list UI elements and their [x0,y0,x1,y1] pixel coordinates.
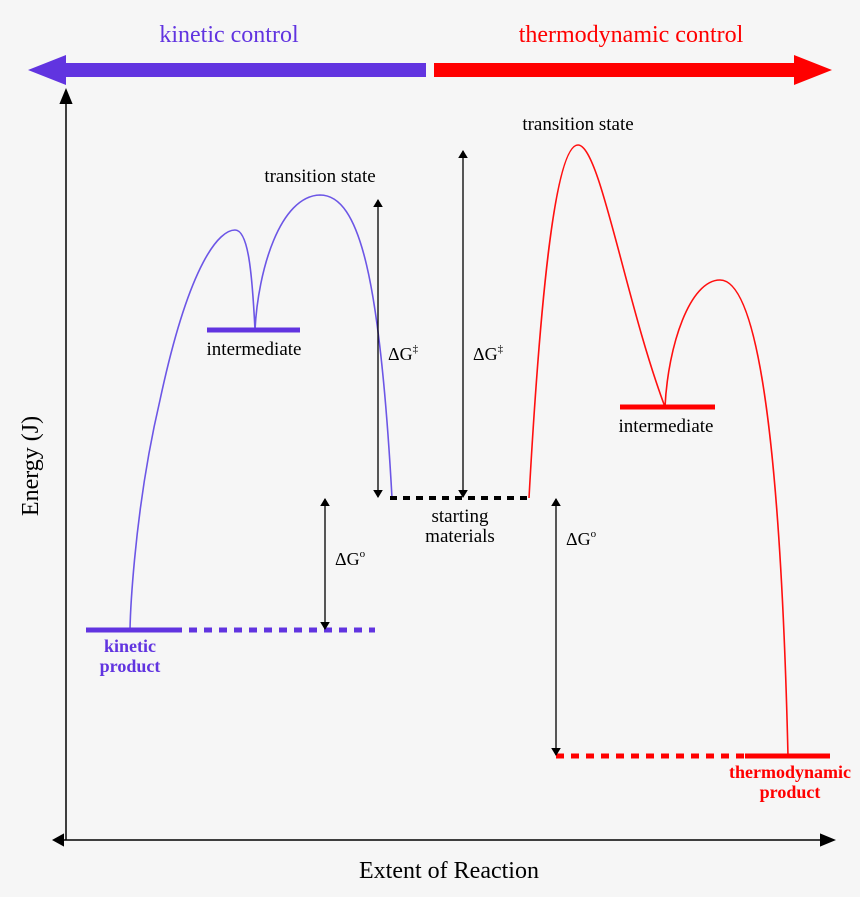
starting-materials-label: startingmaterials [425,506,495,547]
kinetic-control-label: kinetic control [159,22,299,48]
thermo-intermediate-label: intermediate [619,416,714,437]
diagram-svg: kinetic control thermodynamic control Ener… [0,0,860,897]
kinetic-intermediate-label: intermediate [207,339,302,360]
x-axis-label: Extent of Reaction [359,858,539,884]
y-axis-label: Energy (J) [18,416,44,516]
thermo-control-label: thermodynamic control [519,22,744,48]
energy-diagram: kinetic control thermodynamic control Ener… [0,0,860,897]
kinetic-transition-state-label: transition state [264,166,375,187]
thermo-transition-state-label: transition state [522,114,633,135]
kinetic-product-label: kineticproduct [100,636,161,676]
